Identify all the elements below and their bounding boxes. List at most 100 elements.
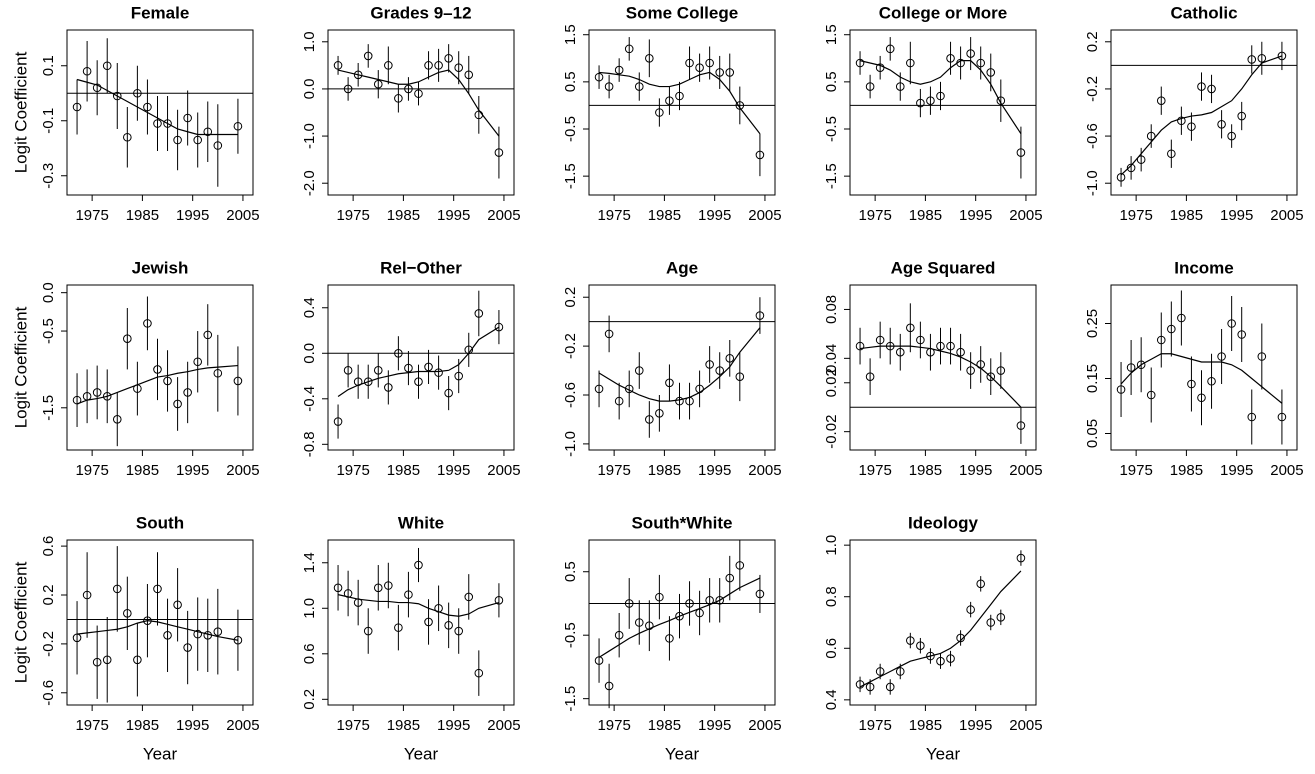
y-tick-label: -0.5	[823, 116, 840, 142]
point	[454, 63, 464, 73]
plot-frame	[588, 539, 776, 706]
point	[434, 61, 443, 70]
point	[153, 365, 162, 374]
y-tick-label: -0.5	[562, 622, 579, 648]
point	[1167, 149, 1176, 159]
point	[675, 396, 684, 406]
x-tick-label: 1995	[959, 462, 992, 479]
point	[665, 378, 674, 388]
point	[725, 573, 735, 583]
x-tick-label: 1995	[437, 462, 470, 479]
point	[203, 631, 213, 640]
point	[494, 148, 504, 157]
point	[685, 396, 694, 406]
point	[394, 94, 403, 103]
point	[1116, 385, 1126, 394]
point	[875, 63, 885, 73]
x-tick-label: 1985	[909, 462, 942, 479]
smooth-line	[598, 71, 761, 135]
point	[72, 102, 82, 112]
y-tick-label: -0.2	[562, 333, 579, 359]
point	[92, 657, 102, 667]
point	[343, 366, 353, 375]
point	[594, 656, 604, 665]
plot-frame	[66, 284, 254, 451]
point	[735, 101, 745, 110]
point	[123, 334, 132, 344]
point	[665, 96, 674, 106]
point	[655, 592, 664, 602]
panel: Female 1975 1985 1995 2005 -0.3 -0.1 0.1 Logit C…	[11, 3, 259, 223]
point	[1177, 313, 1186, 323]
x-tick-label: 1975	[75, 207, 108, 224]
smooth-line	[1120, 55, 1283, 176]
point	[353, 598, 363, 607]
y-tick-label: 0.1	[40, 55, 57, 76]
panel: Some College 1975 1985 1995 2005 -1.5 -0.5 0.5 1…	[562, 3, 782, 223]
point	[1247, 412, 1257, 422]
plot-frame	[327, 284, 515, 451]
x-tick-label: 2005	[1009, 207, 1042, 224]
y-tick-label: 1.0	[823, 535, 840, 556]
point	[414, 377, 423, 387]
point	[404, 590, 413, 599]
y-tick-label: 0.6	[40, 536, 57, 557]
panel: Catholic 1975 1985 1995 2005 -1.0 -0.6 -0.2 0.2	[1084, 3, 1304, 223]
smooth-line	[337, 69, 500, 137]
point	[936, 341, 945, 351]
point	[946, 654, 955, 663]
smooth-line	[76, 364, 238, 405]
panel: Rel−Other 1975 1985 1995 2005 -0.8 -0.4 0.0 0.4	[301, 258, 521, 478]
point	[434, 368, 443, 377]
x-tick-label: 1975	[1119, 462, 1152, 479]
point	[735, 561, 745, 570]
point	[715, 366, 725, 375]
point	[343, 84, 353, 94]
point	[986, 372, 996, 381]
point	[133, 88, 142, 98]
point	[855, 680, 865, 689]
y-tick-label: -0.6	[562, 382, 579, 408]
y-tick-label: 0.4	[301, 297, 318, 318]
point	[1016, 148, 1026, 157]
panel-title: Jewish	[132, 258, 189, 277]
x-tick-label: 1985	[648, 207, 681, 224]
y-tick-label: -1.5	[40, 395, 57, 421]
y-tick-label: 0.0	[301, 78, 318, 99]
y-tick-label: 0.2	[301, 689, 318, 710]
point	[213, 141, 223, 150]
point	[384, 383, 393, 392]
point	[966, 366, 975, 375]
panel-title: Female	[131, 3, 190, 22]
x-tick-label: 1975	[1119, 207, 1152, 224]
point	[1156, 96, 1166, 106]
y-tick-label: 0.8	[823, 586, 840, 607]
y-axis-label: Logit Coefficient	[11, 306, 30, 428]
point	[82, 391, 92, 401]
point	[82, 66, 92, 76]
point	[604, 329, 614, 339]
point	[885, 341, 895, 351]
point	[956, 347, 965, 357]
point	[173, 600, 182, 610]
point	[92, 83, 102, 93]
point	[404, 363, 413, 373]
plot-frame	[327, 29, 515, 196]
x-tick-label: 2005	[748, 462, 781, 479]
point	[916, 335, 925, 345]
point	[645, 53, 654, 63]
x-tick-label: 1975	[75, 717, 108, 734]
x-tick-label: 1975	[336, 717, 369, 734]
point	[966, 605, 975, 614]
point	[976, 58, 986, 68]
x-axis-label: Year	[143, 744, 178, 763]
y-tick-label: -1.0	[1084, 170, 1101, 196]
point	[233, 376, 243, 386]
x-tick-label: 1975	[336, 207, 369, 224]
point	[133, 384, 142, 393]
point	[1146, 390, 1156, 400]
x-tick-label: 1985	[648, 717, 681, 734]
point	[434, 603, 443, 613]
panel-title: Income	[1174, 258, 1234, 277]
